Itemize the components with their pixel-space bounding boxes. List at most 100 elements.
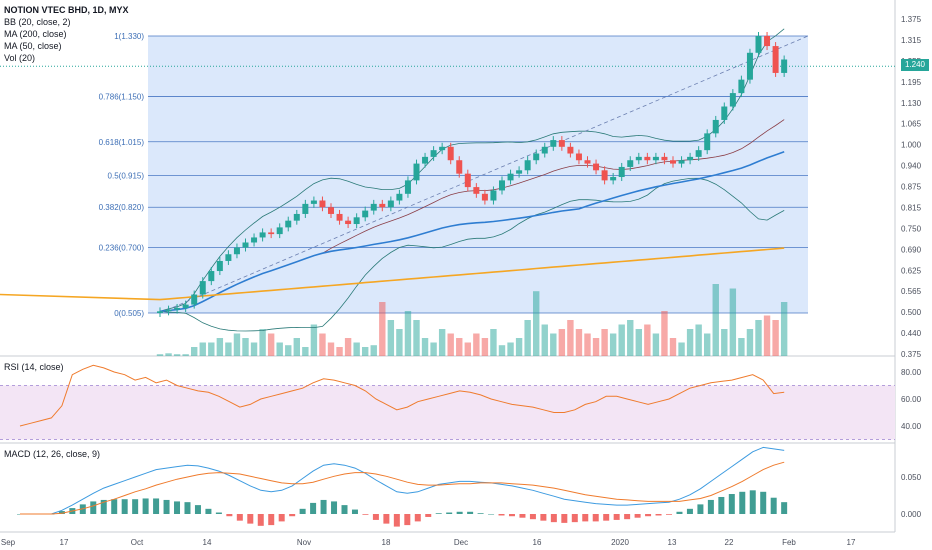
candle — [396, 193, 403, 201]
fib-zone — [148, 36, 808, 313]
macd-histogram-bar — [603, 514, 610, 521]
macd-histogram-bar — [561, 514, 568, 523]
candle — [678, 160, 685, 164]
volume-bar — [533, 291, 540, 356]
macd-histogram-bar — [488, 514, 495, 515]
volume-bar — [712, 284, 719, 356]
candle — [345, 220, 352, 225]
candle — [550, 140, 557, 147]
price-tick-label: 1.195 — [901, 78, 922, 87]
candle — [182, 304, 189, 308]
time-tick-label: Feb — [782, 538, 796, 547]
candle — [336, 213, 343, 221]
rsi-tick-label: 60.00 — [901, 395, 922, 404]
volume-bar — [695, 324, 702, 356]
macd-histogram-bar — [540, 514, 547, 521]
candle — [285, 220, 292, 228]
price-tick-label: 1.130 — [901, 99, 922, 108]
macd-label: MACD (12, 26, close, 9) — [4, 449, 101, 459]
macd-histogram-bar — [257, 514, 264, 526]
macd-histogram-bar — [299, 508, 306, 514]
candle — [370, 203, 377, 211]
candle — [251, 237, 258, 243]
rsi-tick-label: 40.00 — [901, 422, 922, 431]
macd-histogram-bar — [268, 514, 275, 526]
macd-histogram-bar — [289, 514, 296, 517]
legend-ma200: MA (200, close) — [4, 29, 67, 39]
volume-bar — [601, 329, 608, 356]
price-tick-label: 1.375 — [901, 15, 922, 24]
time-tick-label: 2020 — [611, 538, 629, 547]
volume-bar — [558, 329, 566, 356]
candle — [695, 150, 702, 157]
volume-bar — [447, 333, 454, 356]
candle — [208, 271, 215, 282]
macd-histogram-bar — [697, 504, 704, 514]
candle — [729, 93, 736, 107]
candle — [567, 146, 574, 154]
macd-histogram-bar — [121, 499, 128, 514]
volume-bar — [199, 342, 206, 356]
legend-ma50: MA (50, close) — [4, 41, 62, 51]
volume-bar — [362, 347, 369, 356]
volume-bar — [344, 338, 352, 356]
macd-histogram-bar — [718, 496, 725, 514]
fib-level-label: 0.5(0.915) — [108, 171, 145, 180]
volume-bar — [250, 342, 258, 356]
volume-bar — [430, 342, 437, 356]
candle — [191, 294, 198, 305]
macd-histogram-bar — [153, 498, 160, 514]
macd-histogram-bar — [686, 508, 693, 514]
time-tick-label: 13 — [668, 538, 677, 547]
volume-bar — [421, 338, 429, 356]
volume-bar — [464, 342, 471, 356]
volume-bar — [225, 342, 232, 356]
volume-bar — [541, 324, 548, 356]
candle — [379, 203, 386, 208]
time-tick-label: 22 — [725, 538, 734, 547]
candle — [687, 156, 694, 161]
rsi-tick-label: 80.00 — [901, 368, 922, 377]
macd-histogram-bar — [247, 514, 254, 524]
candle — [413, 163, 420, 181]
volume-bar — [242, 338, 249, 356]
macd-histogram-bar — [435, 513, 442, 514]
volume-bar — [627, 320, 634, 356]
macd-histogram-bar — [58, 511, 65, 514]
time-tick-label: Oct — [131, 538, 144, 547]
macd-histogram-bar — [550, 514, 557, 523]
rsi-label: RSI (14, close) — [4, 362, 64, 372]
volume-bar — [327, 342, 335, 356]
macd-histogram-bar — [770, 497, 777, 514]
macd-histogram-bar — [278, 514, 285, 522]
volume-bar — [156, 354, 164, 356]
volume-bar — [233, 333, 241, 356]
candle — [499, 180, 505, 191]
candle — [764, 36, 771, 47]
rsi-line — [19, 364, 785, 427]
price-tick-label: 1.065 — [901, 120, 922, 129]
volume-bar — [456, 338, 463, 356]
volume-bar — [490, 329, 497, 356]
time-tick-label: 17 — [847, 538, 856, 547]
fib-level-label: 0.236(0.700) — [99, 244, 145, 253]
volume-bar — [652, 333, 660, 356]
volume-bar — [772, 320, 779, 356]
price-tick-label: 0.375 — [901, 350, 922, 359]
trend-line — [159, 35, 809, 314]
candle — [738, 79, 745, 94]
candle — [157, 311, 163, 313]
macd-histogram-bar — [320, 499, 327, 514]
volume-bar — [319, 333, 326, 356]
volume-bar — [780, 302, 788, 356]
macd-histogram-bar — [215, 512, 222, 514]
price-tick-label: 0.565 — [901, 287, 922, 296]
candle — [268, 232, 275, 235]
candle — [755, 36, 762, 53]
fib-level-label: 0.786(1.150) — [99, 92, 145, 101]
time-tick-label: 18 — [382, 538, 391, 547]
volume-bar — [285, 345, 292, 356]
ma200-line — [0, 247, 785, 301]
candle — [481, 193, 488, 201]
volume-bar — [404, 311, 412, 356]
